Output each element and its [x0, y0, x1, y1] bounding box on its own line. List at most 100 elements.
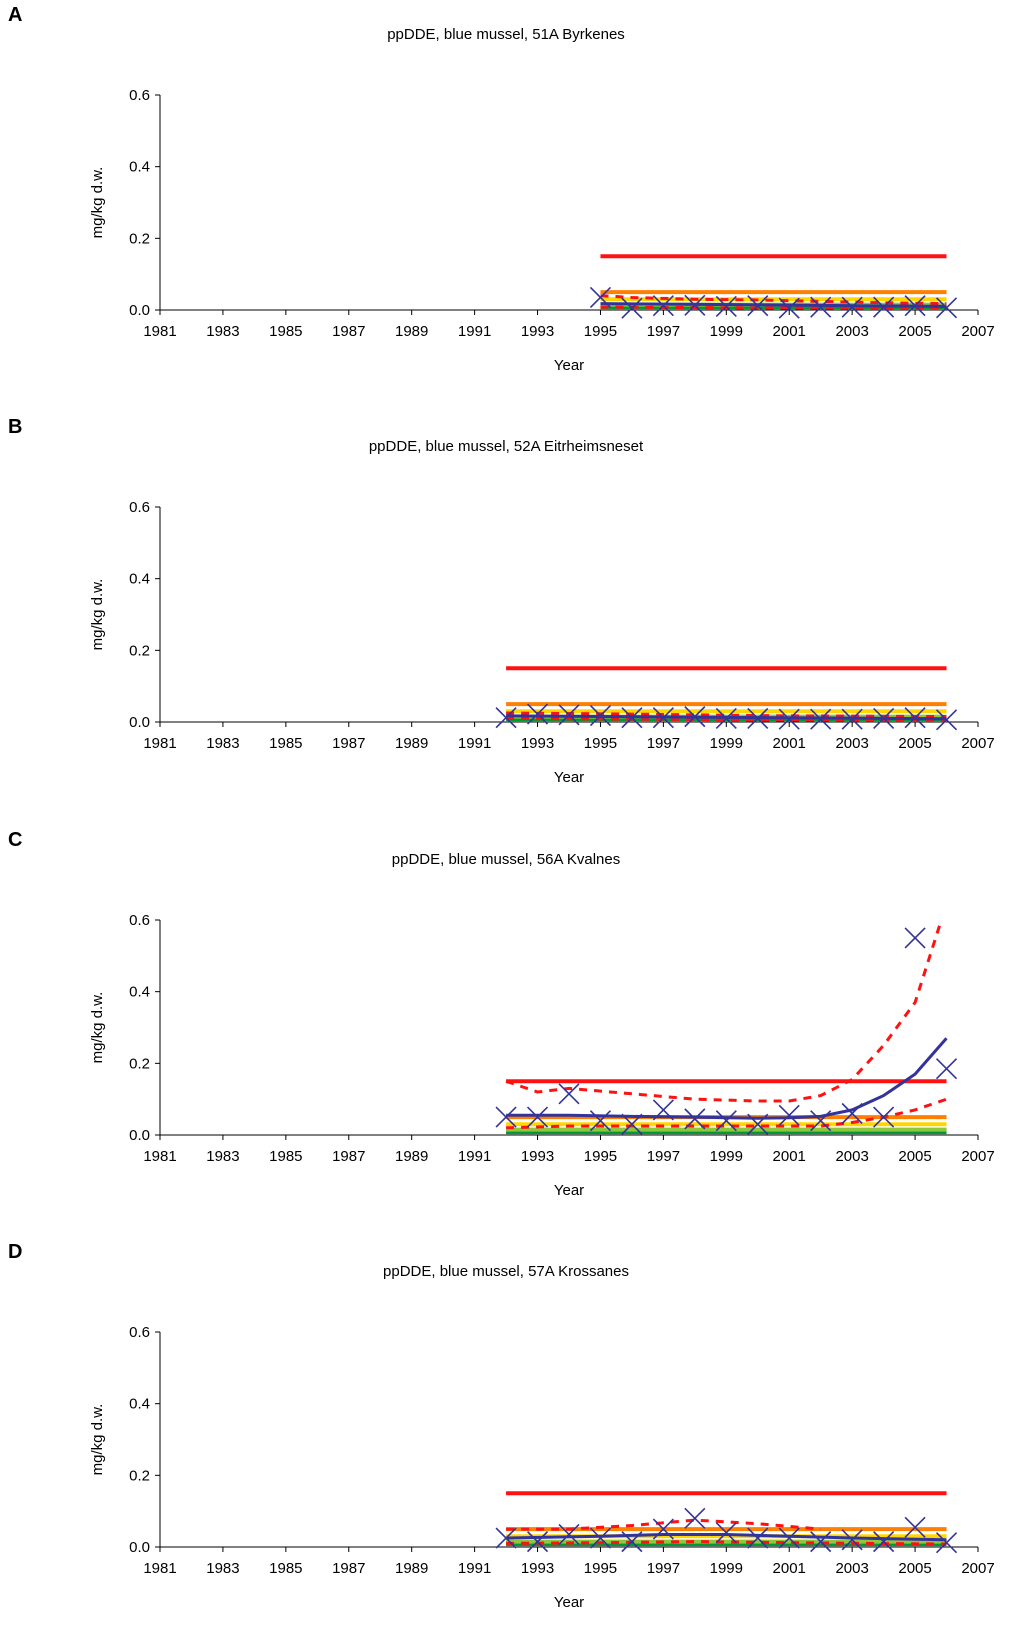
x-tick-label: 1993 — [521, 323, 554, 340]
marker-stroke — [904, 707, 926, 729]
confidence-upper-line — [506, 1518, 821, 1531]
marker-stroke — [495, 707, 517, 729]
confidence-lower-line — [506, 1097, 947, 1130]
marker-stroke — [747, 295, 769, 317]
marker-stroke — [873, 296, 895, 318]
marker-stroke — [810, 296, 832, 318]
x-tick-label: 1993 — [521, 1560, 554, 1577]
y-tick-label: 0.6 — [129, 912, 150, 929]
y-tick-label: 0.2 — [129, 1055, 150, 1072]
x-tick-label: 2005 — [898, 735, 931, 752]
x-tick-label: 1999 — [710, 323, 743, 340]
data-point-marker — [904, 927, 926, 949]
data-point-marker — [841, 708, 863, 730]
data-point-marker — [747, 295, 769, 317]
data-point-marker — [621, 1113, 643, 1135]
data-point-marker — [778, 1104, 800, 1126]
panel-letter: D — [8, 1241, 23, 1263]
y-tick-label: 0.6 — [129, 499, 150, 516]
data-point-marker — [684, 1108, 706, 1130]
x-tick-label: 1991 — [458, 1148, 491, 1165]
data-point-marker — [841, 296, 863, 318]
marker-stroke — [495, 1527, 517, 1549]
x-tick-label: 1985 — [269, 1560, 302, 1577]
panel-letter: C — [8, 829, 23, 851]
marker-stroke — [526, 703, 549, 725]
marker-stroke — [841, 296, 863, 318]
y-tick-label: 0.0 — [129, 1539, 150, 1556]
marker-stroke — [589, 704, 612, 727]
y-tick-label: 0.2 — [129, 230, 150, 247]
y-tick-label: 0.0 — [129, 302, 150, 319]
y-tick-label: 0.4 — [129, 1396, 150, 1413]
y-axis-label: mg/kg d.w. — [89, 579, 106, 651]
chart-panel-c: C ppDDE, blue mussel, 56A Kvalnes 0.0 0.2… — [0, 825, 1012, 1225]
x-tick-label: 1985 — [269, 735, 302, 752]
y-tick-label: 0.6 — [129, 1324, 150, 1341]
x-tick-label: 2005 — [898, 323, 931, 340]
x-tick-label: 1989 — [395, 1148, 428, 1165]
data-point-marker — [589, 704, 612, 727]
trend-line — [506, 1533, 947, 1542]
x-axis-label: Year — [554, 357, 584, 374]
x-tick-label: 1981 — [143, 1148, 176, 1165]
x-tick-label: 2001 — [773, 735, 806, 752]
x-tick-label: 2001 — [773, 1148, 806, 1165]
marker-stroke — [904, 927, 926, 949]
data-point-marker — [935, 1058, 958, 1080]
marker-stroke — [810, 1110, 832, 1132]
marker-stroke — [526, 1531, 549, 1553]
marker-stroke — [873, 707, 895, 729]
marker-stroke — [589, 1110, 612, 1132]
x-tick-label: 1993 — [521, 735, 554, 752]
data-point-marker — [589, 1527, 612, 1549]
x-tick-label: 1995 — [584, 1560, 617, 1577]
data-point-marker — [652, 707, 674, 729]
y-axis-label: mg/kg d.w. — [89, 1404, 106, 1476]
x-tick-label: 1987 — [332, 1560, 365, 1577]
chart-panel-a: A ppDDE, blue mussel, 51A Byrkenes 0.0 0.… — [0, 0, 1012, 400]
data-point-marker — [904, 295, 926, 317]
marker-stroke — [810, 1531, 832, 1553]
data-point-marker — [747, 1527, 769, 1549]
data-point-marker — [495, 707, 517, 729]
data-point-marker — [526, 703, 549, 725]
data-point-marker — [621, 297, 643, 319]
panel-letter: A — [8, 4, 23, 26]
data-point-marker — [684, 706, 706, 728]
data-point-marker — [778, 297, 800, 319]
y-tick-label: 0.0 — [129, 1127, 150, 1144]
data-point-marker — [810, 708, 832, 730]
x-tick-label: 1991 — [458, 735, 491, 752]
data-point-marker — [715, 295, 737, 317]
marker-stroke — [778, 297, 800, 319]
marker-stroke — [558, 1523, 580, 1546]
marker-stroke — [684, 706, 706, 728]
confidence-lower-line — [506, 1540, 947, 1546]
data-point-marker — [558, 704, 580, 726]
confidence-lower-line — [506, 716, 947, 723]
chart-title: ppDDE, blue mussel, 52A Eitrheimsneset — [368, 438, 644, 455]
marker-stroke — [621, 1531, 643, 1553]
chart-panel-d: D ppDDE, blue mussel, 57A Krossanes 0.0 0… — [0, 1237, 1012, 1637]
chart-title: ppDDE, blue mussel, 57A Krossanes — [383, 1263, 629, 1280]
data-point-marker — [747, 1113, 769, 1135]
x-axis-label: Year — [554, 769, 584, 786]
data-point-marker — [652, 1518, 674, 1540]
y-tick-label: 0.4 — [129, 159, 150, 176]
marker-stroke — [652, 1099, 674, 1121]
data-point-marker — [810, 1531, 832, 1553]
marker-stroke — [652, 1518, 674, 1540]
data-point-marker — [904, 1516, 926, 1538]
marker-stroke — [589, 286, 612, 309]
marker-stroke — [841, 1102, 863, 1125]
x-tick-label: 2005 — [898, 1560, 931, 1577]
marker-stroke — [935, 709, 958, 731]
marker-stroke — [841, 1529, 863, 1551]
panel-letter: B — [8, 416, 23, 438]
confidence-upper-line — [506, 711, 947, 719]
data-point-marker — [558, 1523, 580, 1546]
marker-stroke — [935, 297, 958, 319]
data-point-marker — [778, 1527, 800, 1549]
y-tick-label: 0.0 — [129, 714, 150, 731]
